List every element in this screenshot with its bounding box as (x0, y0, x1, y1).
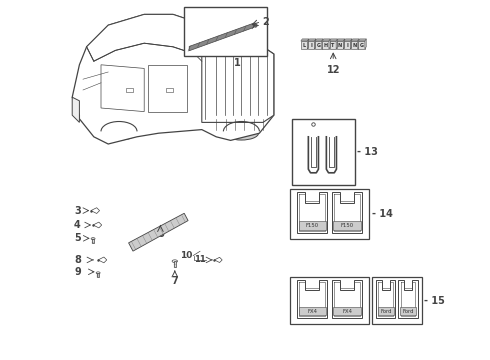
Text: I: I (346, 42, 348, 48)
Polygon shape (173, 261, 176, 267)
Polygon shape (337, 39, 345, 41)
Ellipse shape (172, 260, 177, 262)
Text: 5: 5 (74, 233, 81, 243)
Polygon shape (72, 97, 79, 122)
Polygon shape (315, 39, 316, 49)
Text: 4: 4 (74, 220, 81, 230)
Ellipse shape (91, 238, 95, 240)
Polygon shape (333, 221, 361, 230)
Text: - 13: - 13 (357, 147, 378, 157)
Polygon shape (315, 41, 321, 49)
Polygon shape (332, 192, 362, 233)
Ellipse shape (102, 126, 136, 140)
Text: 2: 2 (262, 17, 269, 27)
Text: G: G (317, 42, 320, 48)
Text: Ford: Ford (380, 309, 392, 314)
Polygon shape (351, 41, 358, 49)
Polygon shape (301, 39, 309, 41)
Text: L: L (302, 42, 306, 48)
Polygon shape (330, 39, 338, 41)
Text: 11: 11 (195, 256, 206, 264)
Polygon shape (365, 39, 367, 49)
Polygon shape (344, 39, 352, 41)
Text: N: N (352, 42, 357, 48)
Polygon shape (126, 88, 133, 92)
Ellipse shape (96, 272, 100, 274)
Polygon shape (308, 41, 315, 49)
Polygon shape (333, 307, 361, 315)
Text: H: H (323, 42, 328, 48)
Polygon shape (337, 41, 343, 49)
Polygon shape (92, 239, 94, 243)
Text: 6: 6 (157, 229, 164, 239)
Bar (290, 189, 369, 239)
Polygon shape (128, 213, 188, 251)
Polygon shape (378, 307, 394, 315)
Text: FX4: FX4 (342, 309, 352, 314)
Polygon shape (351, 39, 359, 41)
Text: F150: F150 (306, 223, 318, 228)
Text: F150: F150 (341, 223, 354, 228)
Text: 12: 12 (326, 65, 340, 75)
Text: G: G (360, 42, 364, 48)
Polygon shape (344, 41, 350, 49)
Text: - 16: - 16 (372, 296, 392, 306)
Bar (372, 277, 422, 324)
Polygon shape (350, 39, 352, 49)
Polygon shape (315, 39, 323, 41)
Text: N: N (338, 42, 342, 48)
Polygon shape (101, 65, 144, 112)
Text: T: T (331, 42, 335, 48)
Polygon shape (398, 280, 417, 318)
Bar (292, 119, 355, 185)
Text: - 14: - 14 (372, 209, 392, 219)
Polygon shape (358, 39, 359, 49)
Polygon shape (332, 280, 362, 318)
Text: 7: 7 (172, 276, 178, 287)
Polygon shape (215, 257, 222, 262)
Polygon shape (297, 192, 327, 233)
Polygon shape (93, 222, 102, 228)
Text: Ford: Ford (402, 309, 414, 314)
Polygon shape (148, 65, 187, 112)
Polygon shape (301, 41, 307, 49)
Polygon shape (400, 307, 416, 315)
Polygon shape (98, 257, 107, 263)
Ellipse shape (224, 126, 259, 140)
Bar (184, 7, 267, 56)
Bar (290, 277, 369, 324)
Text: 1: 1 (233, 58, 240, 68)
Text: 9: 9 (74, 267, 81, 277)
Polygon shape (297, 280, 327, 318)
Polygon shape (330, 41, 336, 49)
Polygon shape (166, 88, 173, 92)
Polygon shape (322, 41, 329, 49)
Text: 3: 3 (74, 206, 81, 216)
Text: I: I (310, 42, 312, 48)
Polygon shape (87, 14, 202, 61)
Text: FX4: FX4 (307, 309, 317, 314)
Polygon shape (72, 14, 274, 144)
Polygon shape (376, 280, 395, 318)
Polygon shape (307, 39, 309, 49)
Polygon shape (329, 39, 330, 49)
Polygon shape (91, 208, 99, 213)
Text: 8: 8 (74, 255, 81, 265)
Polygon shape (97, 273, 99, 277)
Polygon shape (336, 39, 338, 49)
Polygon shape (298, 221, 326, 230)
Polygon shape (358, 39, 367, 41)
Polygon shape (343, 39, 345, 49)
Polygon shape (358, 41, 365, 49)
Polygon shape (202, 47, 274, 122)
Polygon shape (321, 39, 323, 49)
Polygon shape (189, 23, 254, 51)
Polygon shape (308, 39, 316, 41)
Text: - 15: - 15 (424, 296, 445, 306)
Polygon shape (322, 39, 330, 41)
Polygon shape (298, 307, 326, 315)
Text: 10: 10 (180, 251, 193, 260)
